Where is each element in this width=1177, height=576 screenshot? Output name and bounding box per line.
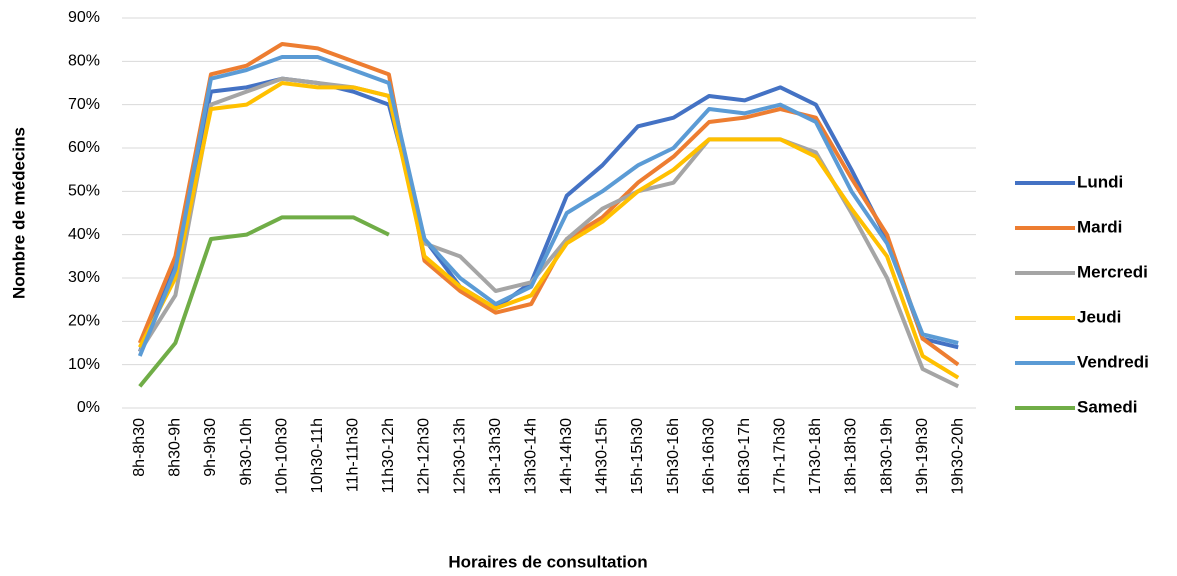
x-tick-label: 19h-19h30: [914, 418, 931, 495]
x-tick-label: 11h-11h30: [345, 418, 362, 492]
y-tick-label: 30%: [68, 269, 100, 286]
series-line: [138, 76, 960, 389]
y-tick-label: 0%: [77, 399, 100, 416]
y-tick-label: 90%: [68, 9, 100, 26]
y-tick-label: 70%: [68, 96, 100, 113]
series-line: [137, 76, 959, 353]
series-line: [137, 42, 960, 367]
y-tick-label: 10%: [68, 356, 100, 373]
x-tick-label: 17h30-18h: [807, 418, 824, 495]
legend-label: Samedi: [1077, 397, 1137, 416]
series-line: [138, 215, 390, 388]
legend-label: Mardi: [1077, 217, 1122, 236]
legend-label: Lundi: [1077, 172, 1123, 191]
legend-label: Mercredi: [1077, 262, 1148, 281]
y-axis-title: Nombre de médecins: [9, 127, 28, 299]
x-axis-title: Horaires de consultation: [448, 552, 647, 571]
y-tick-label: 80%: [68, 53, 100, 70]
x-tick-label: 8h-8h30: [131, 418, 148, 477]
x-tick-label: 9h-9h30: [202, 418, 219, 477]
series-line: [138, 81, 960, 380]
y-tick-label: 50%: [68, 183, 100, 200]
x-tick-label: 18h-18h30: [843, 418, 860, 495]
x-tick-label: 19h30-20h: [949, 418, 966, 495]
x-tick-label: 10h-10h30: [273, 418, 290, 495]
y-tick-label: 60%: [68, 139, 100, 156]
y-tick-label: 20%: [68, 313, 100, 330]
x-tick-label: 16h30-17h: [736, 418, 753, 495]
x-tick-label: 13h30-14h: [522, 418, 539, 495]
x-tick-label: 18h30-19h: [878, 418, 895, 495]
x-tick-label: 14h30-15h: [594, 418, 611, 495]
x-tick-label: 14h-14h30: [558, 418, 575, 495]
x-tick-label: 16h-16h30: [700, 418, 717, 495]
x-tick-label: 12h30-13h: [451, 418, 468, 495]
y-tick-label: 40%: [68, 226, 100, 243]
x-tick-label: 17h-17h30: [772, 418, 789, 495]
x-tick-label: 12h-12h30: [416, 418, 433, 495]
legend-label: Vendredi: [1077, 352, 1149, 371]
x-tick-label: 11h30-12h: [380, 418, 397, 493]
series-line: [137, 55, 959, 357]
x-tick-label: 9h30-10h: [238, 418, 255, 486]
x-tick-label: 15h30-16h: [665, 418, 682, 495]
x-tick-label: 13h-13h30: [487, 418, 504, 495]
x-tick-label: 10h30-11h: [309, 418, 326, 493]
x-tick-label: 8h30-9h: [167, 418, 184, 477]
legend-label: Jeudi: [1077, 307, 1121, 326]
x-tick-label: 15h-15h30: [629, 418, 646, 495]
